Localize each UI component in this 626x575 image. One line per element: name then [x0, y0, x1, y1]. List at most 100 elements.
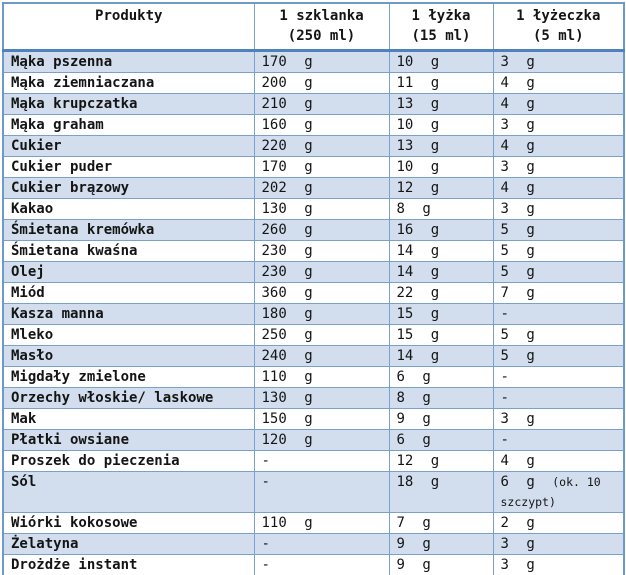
cell-value: 9 g — [396, 411, 431, 427]
lyzeczka-value-cell: 4 g — [492, 93, 625, 115]
cell-value: - — [500, 306, 509, 322]
lyzeczka-value-cell: 2 g — [492, 512, 625, 534]
lyzeczka-value-cell: - — [492, 366, 625, 388]
lyzka-value-cell: 13 g — [388, 93, 494, 115]
szklanka-value-cell: 230 g — [253, 240, 390, 262]
szklanka-value-cell: 240 g — [253, 345, 390, 367]
cell-value: 5 g — [500, 243, 535, 259]
col-header-produkty: Produkty — [2, 2, 255, 52]
col-header-sublabel: (15 ml) — [411, 28, 471, 44]
cell-value: - — [500, 369, 509, 385]
szklanka-value-cell: 130 g — [253, 387, 390, 409]
cell-value: 13 g — [396, 138, 440, 154]
cell-value: 7 g — [500, 285, 535, 301]
lyzeczka-value-cell: 5 g — [492, 261, 625, 283]
lyzka-value-cell: 18 g — [388, 471, 494, 513]
table-row: Sól - 18 g 6 g (ok. 10 szczypt) — [2, 471, 625, 513]
cell-value: 18 g — [396, 474, 440, 490]
cell-value: 5 g — [500, 348, 535, 364]
cell-value: 3 g — [500, 411, 535, 427]
cell-value: 3 g — [500, 117, 535, 133]
product-name-cell: Proszek do pieczenia — [2, 450, 255, 472]
cell-value: 5 g — [500, 327, 535, 343]
cell-value: 120 g — [261, 432, 313, 448]
product-name-cell: Masło — [2, 345, 255, 367]
product-name-cell: Cukier — [2, 135, 255, 157]
lyzka-value-cell: 16 g — [388, 219, 494, 241]
table-row: Mak 150 g 9 g 3 g — [2, 408, 625, 430]
lyzeczka-value-cell: 7 g — [492, 282, 625, 304]
cell-value: 14 g — [396, 243, 440, 259]
cell-value: 15 g — [396, 306, 440, 322]
cell-value: - — [500, 390, 509, 406]
product-name-cell: Sól — [2, 471, 255, 513]
cell-value: 4 g — [500, 453, 535, 469]
lyzeczka-value-cell: 4 g — [492, 177, 625, 199]
product-name-cell: Miód — [2, 282, 255, 304]
lyzeczka-value-cell: 4 g — [492, 72, 625, 94]
table-row: Kakao 130 g 8 g 3 g — [2, 198, 625, 220]
lyzeczka-value-cell: 5 g — [492, 219, 625, 241]
lyzeczka-value-cell: 4 g — [492, 450, 625, 472]
cell-value: 200 g — [261, 75, 313, 91]
header-row: Produkty 1 szklanka (250 ml) 1 łyżka (15… — [2, 2, 625, 52]
lyzeczka-value-cell: 3 g — [492, 114, 625, 136]
cell-value: 170 g — [261, 54, 313, 70]
lyzka-value-cell: 6 g — [388, 429, 494, 451]
cell-value: 22 g — [396, 285, 440, 301]
lyzeczka-value-cell: 3 g — [492, 533, 625, 555]
product-name-cell: Mak — [2, 408, 255, 430]
lyzeczka-value-cell: 5 g — [492, 324, 625, 346]
szklanka-value-cell: - — [253, 450, 390, 472]
cell-value: 360 g — [261, 285, 313, 301]
cell-value: 230 g — [261, 264, 313, 280]
cell-value: 160 g — [261, 117, 313, 133]
szklanka-value-cell: - — [253, 533, 390, 555]
product-name-cell: Wiórki kokosowe — [2, 512, 255, 534]
product-name-cell: Kakao — [2, 198, 255, 220]
cell-value: 8 g — [396, 390, 431, 406]
table-row: Mąka krupczatka 210 g 13 g 4 g — [2, 93, 625, 115]
szklanka-value-cell: 150 g — [253, 408, 390, 430]
product-name-cell: Migdały zmielone — [2, 366, 255, 388]
szklanka-value-cell: 110 g — [253, 366, 390, 388]
szklanka-value-cell: 210 g — [253, 93, 390, 115]
col-header-label: 1 szklanka — [279, 8, 364, 24]
table-row: Mąka graham 160 g 10 g 3 g — [2, 114, 625, 136]
cell-value: - — [500, 432, 509, 448]
lyzka-value-cell: 14 g — [388, 240, 494, 262]
cell-value: 3 g — [500, 201, 535, 217]
product-name-cell: Żelatyna — [2, 533, 255, 555]
lyzka-value-cell: 22 g — [388, 282, 494, 304]
product-name-cell: Kasza manna — [2, 303, 255, 325]
cell-value: 14 g — [396, 264, 440, 280]
cell-value: - — [261, 536, 270, 552]
szklanka-value-cell: 200 g — [253, 72, 390, 94]
lyzka-value-cell: 10 g — [388, 156, 494, 178]
cell-value: 5 g — [500, 222, 535, 238]
cell-value: 4 g — [500, 138, 535, 154]
cell-value: 150 g — [261, 411, 313, 427]
lyzka-value-cell: 15 g — [388, 324, 494, 346]
cell-value: - — [261, 453, 270, 469]
lyzeczka-value-cell: 5 g — [492, 345, 625, 367]
table-row: Śmietana kremówka 260 g 16 g 5 g — [2, 219, 625, 241]
cell-value: 11 g — [396, 75, 440, 91]
product-name-cell: Płatki owsiane — [2, 429, 255, 451]
col-header-lyzeczka: 1 łyżeczka (5 ml) — [492, 2, 625, 52]
lyzka-value-cell: 14 g — [388, 345, 494, 367]
cell-value: 7 g — [396, 515, 431, 531]
lyzka-value-cell: 12 g — [388, 450, 494, 472]
cell-value: 16 g — [396, 222, 440, 238]
cell-value: 4 g — [500, 75, 535, 91]
cell-value: 12 g — [396, 180, 440, 196]
col-header-szklanka: 1 szklanka (250 ml) — [253, 2, 390, 52]
col-header-sublabel: (5 ml) — [532, 28, 584, 44]
cell-value: 9 g — [396, 536, 431, 552]
lyzka-value-cell: 7 g — [388, 512, 494, 534]
table-row: Proszek do pieczenia - 12 g 4 g — [2, 450, 625, 472]
cell-value: 10 g — [396, 159, 440, 175]
szklanka-value-cell: - — [253, 471, 390, 513]
cell-value: 4 g — [500, 180, 535, 196]
product-name-cell: Mąka graham — [2, 114, 255, 136]
